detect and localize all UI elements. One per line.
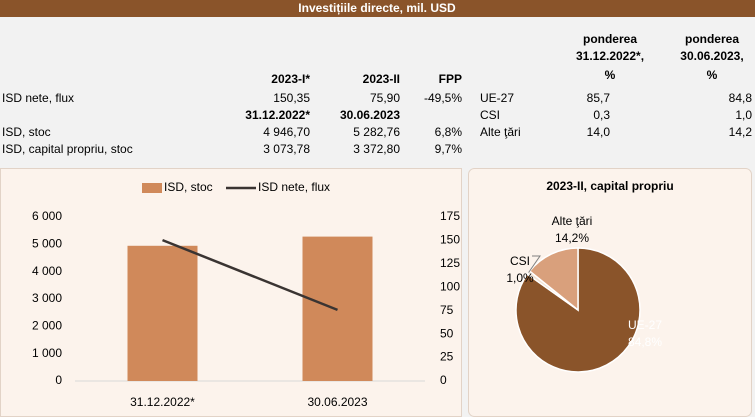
slice-value-label: 14,2% [555, 231, 589, 245]
slice-label: Alte ţări [552, 214, 593, 228]
legend-swatch [142, 183, 162, 193]
y2-tick-label: 50 [440, 326, 454, 340]
row-label: ISD, stoc [2, 125, 51, 139]
row-label: ISD nete, flux [2, 91, 74, 105]
subheader: 30.06.2023 [340, 108, 400, 122]
cell: 14,0 [587, 125, 611, 139]
column-header: % [707, 68, 718, 82]
x-tick-label: 30.06.2023 [307, 395, 367, 409]
cell: -49,5% [424, 91, 462, 105]
cell: 4 946,70 [263, 125, 310, 139]
column-header: 30.06.2023, [680, 49, 743, 63]
y2-tick-label: 0 [440, 373, 447, 387]
cell: 150,35 [273, 91, 310, 105]
title-bar [0, 0, 755, 17]
legend-label: ISD, stoc [164, 180, 213, 194]
slice-value-label: 1,0% [506, 271, 534, 285]
y-tick-label: 2 000 [32, 319, 62, 333]
y2-tick-label: 175 [440, 209, 460, 223]
y-tick-label: 5 000 [32, 237, 62, 251]
slice-label: CSI [510, 254, 530, 268]
cell: 85,7 [587, 91, 611, 105]
y2-tick-label: 75 [440, 303, 454, 317]
row-label: CSI [480, 108, 500, 122]
x-tick-label: 31.12.2022* [130, 395, 195, 409]
cell: 75,90 [370, 91, 400, 105]
slice-value-label: 84,8% [628, 335, 662, 349]
cell: 3 073,78 [263, 142, 310, 156]
y2-tick-label: 25 [440, 350, 454, 364]
cell: 3 372,80 [353, 142, 400, 156]
column-header: ponderea [685, 32, 739, 46]
cell: 0,3 [593, 108, 610, 122]
column-header: 2023-I* [271, 72, 310, 86]
column-header: 2023-II [363, 72, 400, 86]
bar [127, 245, 198, 381]
y-tick-label: 4 000 [32, 264, 62, 278]
column-header: % [605, 68, 616, 82]
y2-tick-label: 150 [440, 233, 460, 247]
chart-panel [0, 168, 462, 417]
column-header: ponderea [583, 32, 637, 46]
cell: 6,8% [435, 125, 463, 139]
cell: 14,2 [729, 125, 753, 139]
y2-tick-label: 100 [440, 279, 460, 293]
column-header: 31.12.2022*, [576, 49, 644, 63]
leader-line [528, 255, 541, 273]
cell: 1,0 [735, 108, 752, 122]
slice-label: UE-27 [628, 318, 662, 332]
row-label: ISD, capital propriu, stoc [2, 142, 133, 156]
cell: 9,7% [435, 142, 463, 156]
y-tick-label: 0 [55, 373, 62, 387]
column-header: FPP [439, 72, 462, 86]
y-tick-label: 6 000 [32, 209, 62, 223]
legend-label: ISD nete, flux [258, 180, 330, 194]
y-tick-label: 1 000 [32, 346, 62, 360]
chart-title: 2023-II, capital propriu [546, 179, 673, 193]
page-title: Investițiile directe, mil. USD [298, 1, 456, 15]
y-tick-label: 3 000 [32, 291, 62, 305]
line [162, 238, 338, 312]
cell: 84,8 [729, 91, 753, 105]
y2-tick-label: 125 [440, 256, 460, 270]
cell: 5 282,76 [353, 125, 400, 139]
subheader: 31.12.2022* [245, 108, 310, 122]
row-label: Alte ţări [480, 125, 521, 139]
row-label: UE-27 [480, 91, 514, 105]
